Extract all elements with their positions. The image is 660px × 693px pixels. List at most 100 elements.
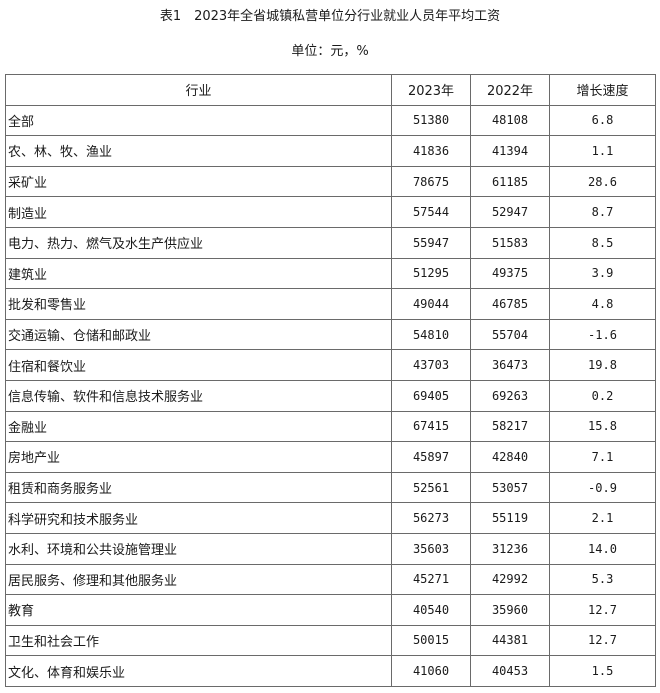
growth-cell: 19.8 (549, 349, 656, 381)
industry-cell: 居民服务、修理和其他服务业 (5, 563, 392, 596)
growth-cell: 2.1 (549, 502, 656, 534)
table-row: 水利、环境和公共设施管理业 35603 31236 14.0 (5, 532, 656, 565)
industry-cell: 电力、热力、燃气及水生产供应业 (5, 226, 392, 259)
industry-cell: 交通运输、仓储和邮政业 (5, 318, 392, 351)
industry-cell: 卫生和社会工作 (5, 624, 392, 657)
table-row: 制造业 57544 52947 8.7 (5, 196, 656, 228)
growth-cell: 3.9 (549, 257, 656, 290)
industry-cell: 租赁和商务服务业 (5, 471, 392, 504)
industry-cell: 文化、体育和娱乐业 (5, 655, 392, 687)
wage-2023-cell: 55947 (391, 226, 471, 259)
table-row: 文化、体育和娱乐业 41060 40453 1.5 (5, 655, 656, 687)
industry-cell: 房地产业 (5, 441, 392, 473)
wage-2022-cell: 61185 (470, 165, 550, 198)
industry-cell: 水利、环境和公共设施管理业 (5, 532, 392, 565)
wage-2023-cell: 49044 (391, 288, 471, 320)
growth-cell: 12.7 (549, 624, 656, 657)
wage-2022-cell: 42840 (470, 441, 550, 473)
industry-cell: 采矿业 (5, 165, 392, 198)
wage-2022-cell: 69263 (470, 379, 550, 412)
table-row: 采矿业 78675 61185 28.6 (5, 165, 656, 198)
wage-2022-cell: 55119 (470, 502, 550, 534)
table-row: 信息传输、软件和信息技术服务业 69405 69263 0.2 (5, 379, 656, 412)
wage-2023-cell: 67415 (391, 410, 471, 443)
table-row: 房地产业 45897 42840 7.1 (5, 441, 656, 473)
growth-cell: 8.5 (549, 226, 656, 259)
industry-cell: 制造业 (5, 196, 392, 228)
wage-2023-cell: 51295 (391, 257, 471, 290)
table-row: 卫生和社会工作 50015 44381 12.7 (5, 624, 656, 657)
table-row: 租赁和商务服务业 52561 53057 -0.9 (5, 471, 656, 504)
wage-2023-cell: 78675 (391, 165, 471, 198)
growth-cell: 5.3 (549, 563, 656, 596)
industry-cell: 科学研究和技术服务业 (5, 502, 392, 534)
industry-cell: 建筑业 (5, 257, 392, 290)
growth-cell: 6.8 (549, 104, 656, 137)
header-growth: 增长速度 (549, 74, 656, 106)
wage-2022-cell: 53057 (470, 471, 550, 504)
growth-cell: -1.6 (549, 318, 656, 351)
table-row: 全部 51380 48108 6.8 (5, 104, 656, 137)
wage-2023-cell: 50015 (391, 624, 471, 657)
wage-2023-cell: 45897 (391, 441, 471, 473)
table-row: 科学研究和技术服务业 56273 55119 2.1 (5, 502, 656, 534)
wage-2023-cell: 35603 (391, 532, 471, 565)
table-row: 教育 40540 35960 12.7 (5, 594, 656, 626)
growth-cell: 4.8 (549, 288, 656, 320)
industry-cell: 全部 (5, 104, 392, 137)
growth-cell: 1.5 (549, 655, 656, 687)
table-row: 住宿和餐饮业 43703 36473 19.8 (5, 349, 656, 381)
wage-table: 行业 2023年 2022年 增长速度 全部 51380 48108 6.8 农、林、… (5, 74, 656, 687)
wage-2023-cell: 52561 (391, 471, 471, 504)
industry-cell: 金融业 (5, 410, 392, 443)
growth-cell: 14.0 (549, 532, 656, 565)
wage-2023-cell: 43703 (391, 349, 471, 381)
wage-2022-cell: 48108 (470, 104, 550, 137)
wage-2022-cell: 52947 (470, 196, 550, 228)
growth-cell: 12.7 (549, 594, 656, 626)
table-row: 电力、热力、燃气及水生产供应业 55947 51583 8.5 (5, 226, 656, 259)
growth-cell: 15.8 (549, 410, 656, 443)
wage-2022-cell: 58217 (470, 410, 550, 443)
wage-2023-cell: 41836 (391, 135, 471, 167)
table-caption: 表1 2023年全省城镇私营单位分行业就业人员年平均工资 (159, 9, 501, 24)
wage-2022-cell: 41394 (470, 135, 550, 167)
wage-2023-cell: 41060 (391, 655, 471, 687)
wage-2023-cell: 45271 (391, 563, 471, 596)
header-row: 行业 2023年 2022年 增长速度 (5, 74, 656, 106)
wage-2022-cell: 49375 (470, 257, 550, 290)
table-row: 农、林、牧、渔业 41836 41394 1.1 (5, 135, 656, 167)
wage-2023-cell: 56273 (391, 502, 471, 534)
growth-cell: 1.1 (549, 135, 656, 167)
wage-2023-cell: 57544 (391, 196, 471, 228)
table-row: 金融业 67415 58217 15.8 (5, 410, 656, 443)
wage-2023-cell: 54810 (391, 318, 471, 351)
header-industry: 行业 (5, 74, 392, 106)
industry-cell: 教育 (5, 594, 392, 626)
wage-2023-cell: 51380 (391, 104, 471, 137)
table-row: 建筑业 51295 49375 3.9 (5, 257, 656, 290)
growth-cell: 7.1 (549, 441, 656, 473)
header-2023: 2023年 (391, 74, 471, 106)
growth-cell: 28.6 (549, 165, 656, 198)
wage-2022-cell: 31236 (470, 532, 550, 565)
growth-cell: 0.2 (549, 379, 656, 412)
table-row: 批发和零售业 49044 46785 4.8 (5, 288, 656, 320)
wage-2022-cell: 44381 (470, 624, 550, 657)
unit-note: 单位：元，% (291, 44, 369, 59)
wage-2022-cell: 35960 (470, 594, 550, 626)
industry-cell: 信息传输、软件和信息技术服务业 (5, 379, 392, 412)
growth-cell: 8.7 (549, 196, 656, 228)
wage-2022-cell: 46785 (470, 288, 550, 320)
wage-2022-cell: 40453 (470, 655, 550, 687)
wage-2022-cell: 36473 (470, 349, 550, 381)
industry-cell: 农、林、牧、渔业 (5, 135, 392, 167)
wage-2022-cell: 42992 (470, 563, 550, 596)
wage-2022-cell: 51583 (470, 226, 550, 259)
wage-2023-cell: 69405 (391, 379, 471, 412)
industry-cell: 批发和零售业 (5, 288, 392, 320)
industry-cell: 住宿和餐饮业 (5, 349, 392, 381)
wage-2022-cell: 55704 (470, 318, 550, 351)
growth-cell: -0.9 (549, 471, 656, 504)
header-2022: 2022年 (470, 74, 550, 106)
